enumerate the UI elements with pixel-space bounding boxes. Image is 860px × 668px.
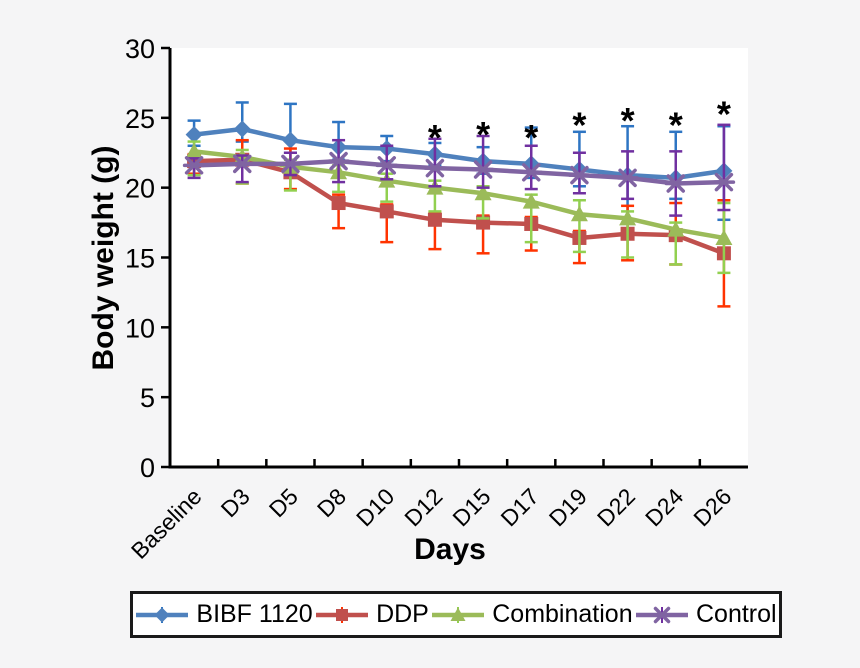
data-point-marker [375, 156, 398, 175]
data-point-marker [664, 174, 687, 193]
legend-item-control: Control [635, 602, 777, 628]
data-point-marker [570, 205, 588, 222]
x-tick-label: D12 [399, 483, 447, 531]
legend-label-ddp: DDP [376, 600, 429, 628]
error-bar-control [476, 134, 490, 189]
y-tick-label: 20 [125, 174, 155, 204]
x-tick-label: D22 [592, 483, 640, 531]
y-axis-title: Body weight (g) [87, 145, 120, 371]
x-tick-label: D24 [640, 483, 688, 531]
significance-asterisk: * [572, 104, 586, 145]
data-point-marker [331, 196, 346, 211]
data-point-marker [281, 131, 299, 149]
y-tick-label: 0 [140, 453, 155, 483]
error-bar-control [428, 137, 442, 188]
error-bar-control [717, 123, 731, 212]
data-point-marker [154, 607, 170, 622]
data-point-marker [185, 126, 203, 144]
data-point-marker [233, 120, 251, 138]
x-tick-label: D19 [544, 483, 592, 531]
data-point-marker [182, 156, 206, 175]
significance-asterisk: * [476, 114, 490, 155]
y-tick-label: 10 [125, 313, 155, 343]
x-axis-title: Days [414, 533, 486, 566]
data-point-marker [231, 154, 254, 174]
error-bar-control [235, 154, 249, 184]
x-tick-label: D17 [496, 483, 544, 531]
legend-marker-combination-icon [432, 606, 485, 623]
error-bar-control [524, 144, 538, 191]
y-tick-label: 15 [125, 244, 155, 274]
data-point-marker [712, 172, 736, 192]
significance-asterisk: * [524, 117, 538, 158]
data-point-marker [327, 151, 350, 171]
legend-item-ddp: DDP [315, 602, 429, 628]
data-point-marker [616, 168, 639, 188]
x-tick-label: Baseline [126, 483, 207, 564]
data-point-marker [715, 229, 733, 245]
significance-asterisk: * [621, 100, 635, 141]
data-point-marker [427, 212, 442, 227]
legend-marker-control-icon [636, 606, 688, 623]
data-point-marker [651, 606, 673, 623]
data-point-marker [423, 158, 447, 178]
data-point-marker [474, 184, 492, 201]
significance-asterisk: * [717, 93, 731, 134]
chart-legend: BIBF 1120 DDP Combination Control [130, 591, 782, 638]
data-point-marker [522, 193, 540, 209]
legend-item-combination: Combination [431, 600, 633, 628]
legend-marker-ddp-icon [316, 606, 369, 623]
data-point-marker [379, 204, 394, 219]
error-bar-control [187, 157, 201, 180]
x-tick-label: D26 [688, 483, 736, 531]
data-point-marker [520, 163, 543, 182]
y-tick-label: 25 [125, 104, 155, 134]
x-tick-label: D10 [351, 483, 399, 531]
plot-area [170, 48, 748, 467]
series-control [182, 123, 736, 217]
legend-label-bibf-1120: BIBF 1120 [196, 600, 313, 628]
data-point-marker [619, 209, 637, 226]
data-point-marker [279, 154, 302, 174]
data-point-marker [450, 607, 466, 621]
data-point-marker [667, 221, 685, 237]
y-tick-label: 5 [140, 383, 155, 413]
data-point-marker [568, 165, 591, 185]
x-tick-label: D5 [264, 483, 303, 522]
data-point-marker [336, 608, 349, 621]
x-tick-label: D3 [216, 483, 255, 522]
data-point-marker [185, 142, 203, 159]
data-point-marker [471, 160, 495, 179]
x-tick-label: D15 [447, 483, 495, 531]
legend-label-control: Control [696, 600, 777, 628]
legend-item-bibf-1120: BIBF 1120 [135, 600, 313, 628]
legend-label-combination: Combination [492, 600, 633, 628]
error-bar-control [621, 150, 635, 201]
significance-asterisk: * [428, 117, 442, 158]
legend-marker-bibf-1120-icon [136, 606, 189, 623]
x-tick-label: D8 [312, 483, 351, 522]
significance-asterisk: * [669, 104, 683, 145]
error-bar-control [380, 144, 394, 181]
y-tick-label: 30 [125, 34, 155, 64]
